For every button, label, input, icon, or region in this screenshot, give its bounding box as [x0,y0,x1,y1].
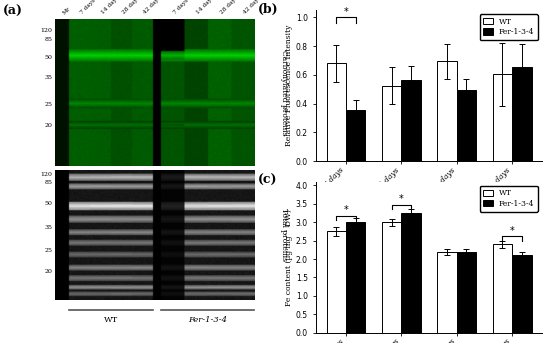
Text: 35: 35 [44,75,52,80]
Bar [456,90,476,161]
Text: 120: 120 [40,173,52,177]
Text: (a): (a) [3,5,23,18]
Text: 20: 20 [44,122,52,128]
Text: 25: 25 [44,248,52,253]
Text: 85: 85 [44,180,52,185]
Bar [493,244,512,333]
Text: 85: 85 [44,37,52,42]
Text: WT: WT [103,316,118,323]
Text: (c): (c) [257,174,277,187]
Text: 28 days: 28 days [219,0,239,15]
Legend: WT, Fer-1-3-4: WT, Fer-1-3-4 [480,14,538,40]
Text: 42 days: 42 days [243,0,262,15]
Bar [346,110,365,161]
Text: *: * [344,205,348,215]
Text: 7 days: 7 days [172,0,189,15]
Bar [437,252,456,333]
Text: 28 days: 28 days [121,0,141,15]
Text: *: * [399,194,404,204]
Y-axis label: Fe content (µg·mg⁻¹ DW): Fe content (µg·mg⁻¹ DW) [285,209,293,306]
Text: Mr: Mr [62,5,72,15]
Y-axis label: Relative Fluorescence Intensity: Relative Fluorescence Intensity [285,25,293,146]
Bar [437,61,456,161]
Bar [382,222,402,333]
Legend: WT, Fer-1-3-4: WT, Fer-1-3-4 [480,186,538,212]
Text: Total proteins: Total proteins [280,209,288,261]
Text: 25: 25 [44,102,52,107]
Text: *: * [510,226,514,236]
Text: Fer-1-3-4: Fer-1-3-4 [188,316,227,323]
Bar [382,86,402,161]
Text: (b): (b) [257,3,278,16]
Text: 7 days: 7 days [79,0,96,15]
Text: 42 days: 42 days [142,0,162,15]
Text: 35: 35 [44,225,52,229]
Text: 20: 20 [44,269,52,274]
Bar [327,232,346,333]
Text: 50: 50 [44,55,52,60]
Text: 50: 50 [44,201,52,206]
Bar [346,222,365,333]
Text: Carbonylated proteins: Carbonylated proteins [280,50,288,135]
Bar [512,256,531,333]
Bar [327,63,346,161]
Text: 120: 120 [40,28,52,33]
Text: 14 days: 14 days [196,0,216,15]
Text: 14 days: 14 days [100,0,120,15]
Bar [456,252,476,333]
Bar [512,67,531,161]
Text: *: * [344,7,348,17]
Bar [402,213,421,333]
Bar [493,74,512,161]
Bar [402,80,421,161]
